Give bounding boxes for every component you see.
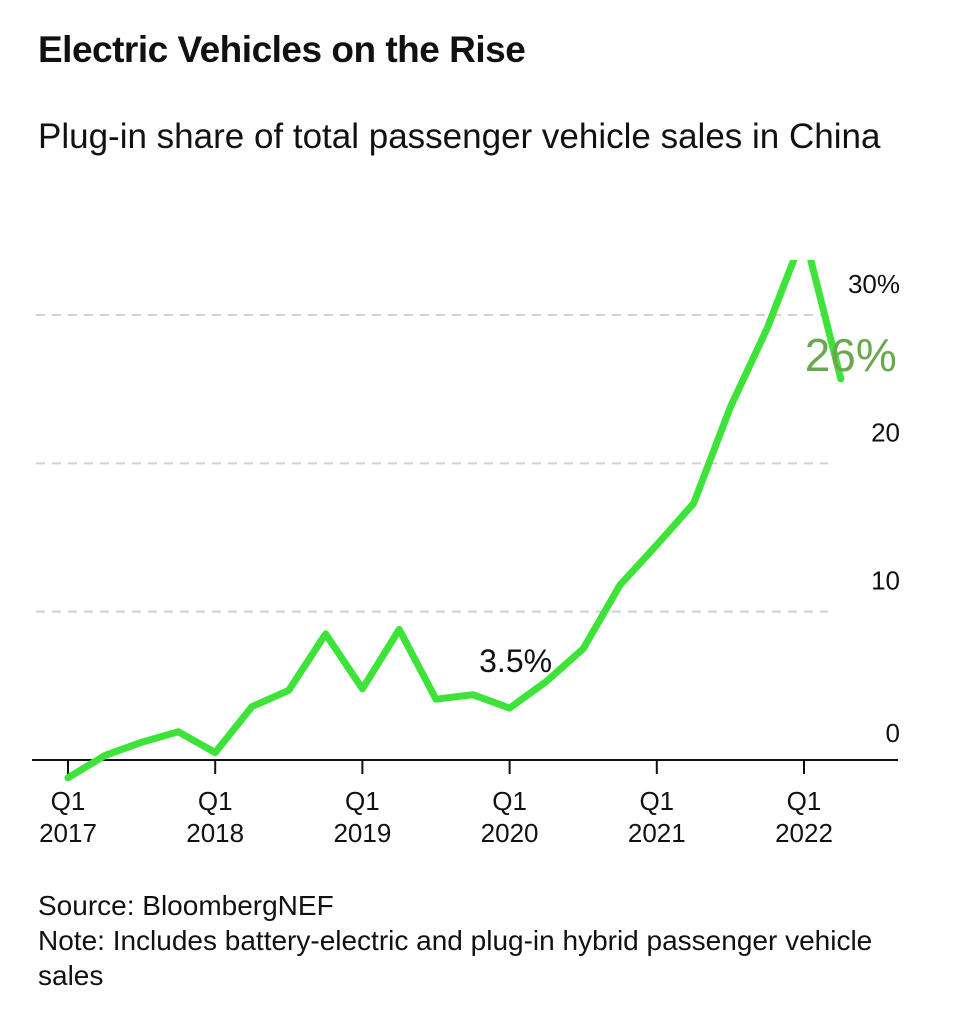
line-chart: 30% 20 10 0 Q1 2017 Q1 2018 Q1 2019 Q1 2020 Q1 2021 Q1… [32,260,900,848]
chart-subtitle: Plug-in share of total passenger vehicle… [38,117,881,156]
chart-footer: Source: BloombergNEF Note: Includes batt… [38,888,938,993]
y-tick-label: 0 [886,718,900,748]
x-tick-label: Q1 2022 [775,786,833,848]
chart-title: Electric Vehicles on the Rise [38,29,526,70]
x-tick-label: Q1 2020 [481,786,539,848]
source-note: Source: BloombergNEF [38,890,334,921]
footnote: Note: Includes battery-electric and plug… [38,925,873,991]
x-tick-label: Q1 2021 [628,786,686,848]
y-tick-label: 10 [871,566,900,596]
x-tick-label: Q1 2018 [186,786,244,848]
series-line [64,260,845,782]
annotation-value: 3.5% [479,643,552,679]
y-tick-label: 20 [871,417,900,447]
x-tick-label: Q1 2017 [39,786,97,848]
x-tick-label: Q1 2019 [333,786,391,848]
y-tick-label: 30% [848,269,900,299]
annotation-latest-value: 26% [805,329,897,381]
